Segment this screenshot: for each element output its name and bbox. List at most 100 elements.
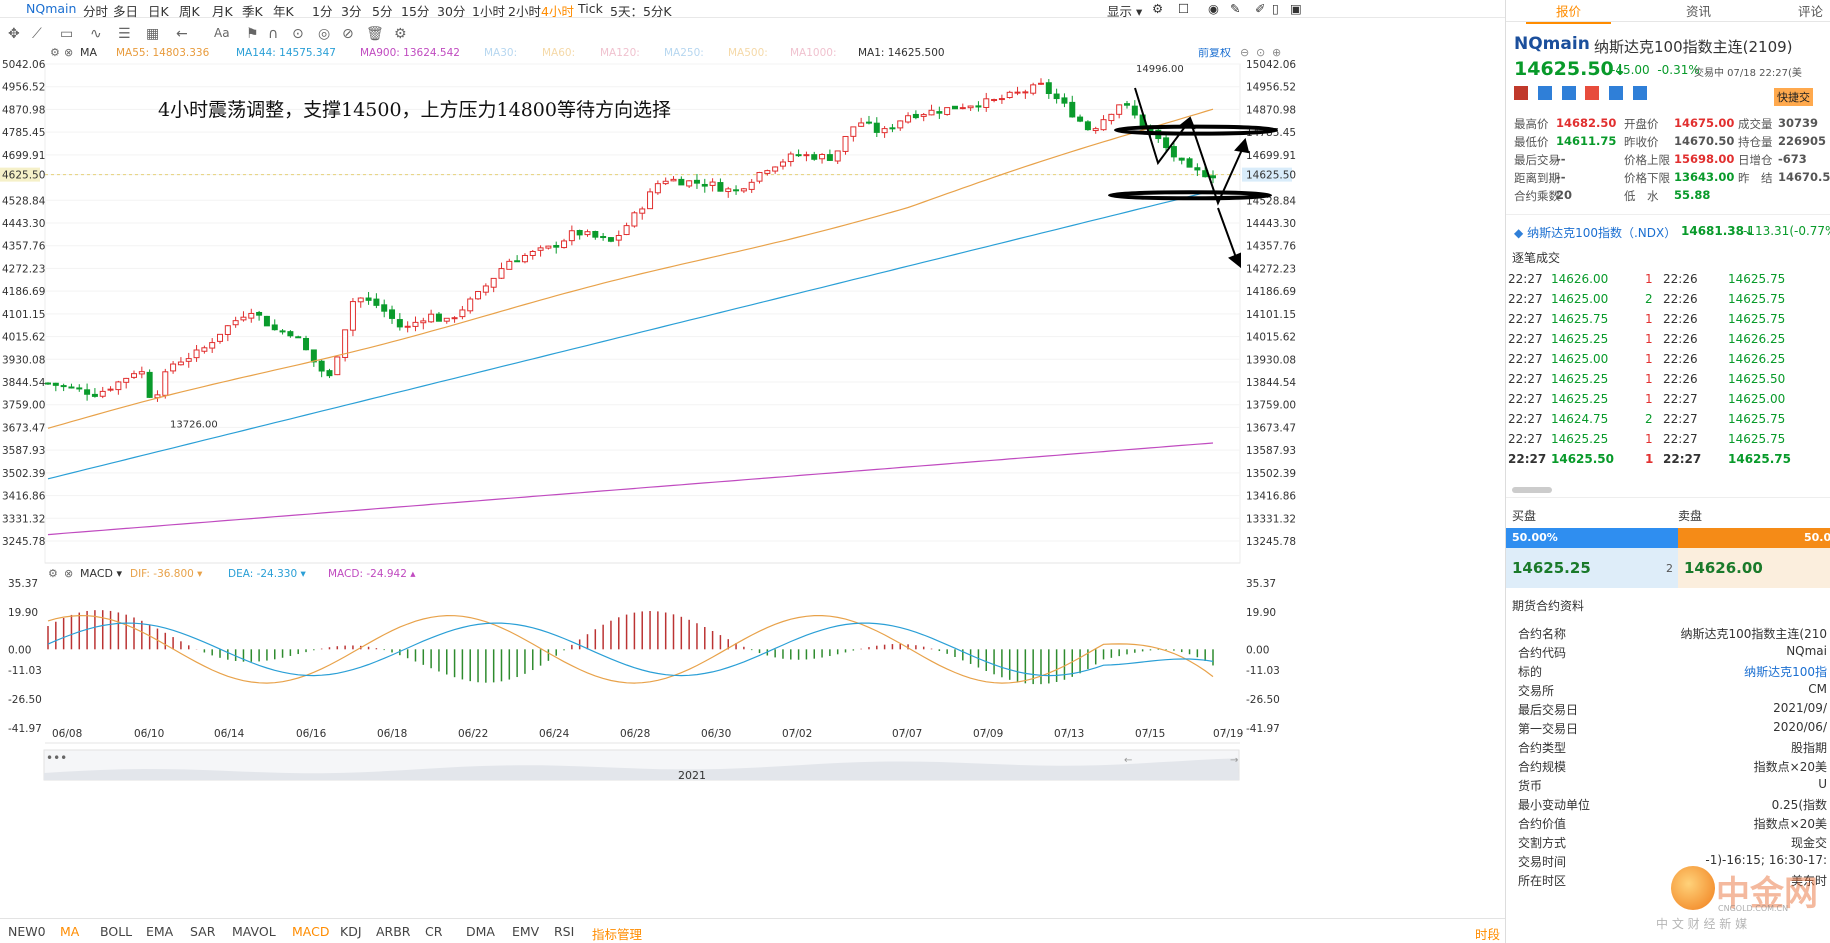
adjust-toggle[interactable]: 前复权 (1198, 45, 1231, 59)
tab-quote[interactable]: 报价 (1525, 1, 1612, 24)
period-tab[interactable]: 30分 (437, 4, 466, 19)
display-menu[interactable]: 显示 ▾ (1107, 4, 1143, 19)
rectangle-icon[interactable]: ▭ (60, 26, 74, 42)
ma-legend-item: MA30: (484, 48, 517, 59)
drawn-arrows[interactable] (1134, 87, 1250, 269)
hide-icon[interactable]: ⊘ (342, 26, 354, 42)
gann-icon[interactable]: ▦ (146, 26, 160, 42)
edit-icon[interactable]: ✎ (1230, 1, 1241, 16)
stat-value: 15698.00 (1674, 152, 1735, 166)
close-icon[interactable]: ⊗ (64, 46, 73, 59)
candle-body (506, 260, 513, 270)
period-tab[interactable]: 5天：5分K (610, 4, 672, 19)
chart-area[interactable]: ⚙ ⊗ MA MA55: 14803.336 MA144: 14575.347 MA900… (0, 45, 1505, 912)
indicator-tab[interactable]: MAVOL (232, 924, 276, 939)
crosshair-icon[interactable]: ✥ (8, 26, 20, 42)
period-tab[interactable]: 1小时 (472, 4, 505, 19)
favorite-icon[interactable] (1585, 86, 1600, 100)
bookmark-icon[interactable]: ▯ (1272, 1, 1279, 16)
indicator-tab[interactable]: ARBR (376, 924, 411, 939)
magnet-icon[interactable]: ∩ (268, 26, 279, 42)
tick-row: 22:27 14625.25 1 22:27 14625.75 (1506, 430, 1830, 450)
checkbox-icon[interactable]: ☐ (1178, 1, 1190, 16)
share-icon[interactable] (1609, 86, 1624, 100)
warning-icon[interactable] (1561, 86, 1576, 100)
text-icon[interactable]: Aa (214, 26, 230, 40)
panel-tabs: 报价 资讯 评论 (1506, 0, 1830, 24)
indicator-tab[interactable]: RSI (554, 924, 575, 939)
settings-icon[interactable]: ⚙ (1152, 1, 1164, 16)
resistance-ellipse[interactable] (1114, 124, 1278, 136)
candle-body (991, 99, 998, 102)
period-tab[interactable]: 月K (212, 4, 233, 19)
tab-news[interactable]: 资讯 (1686, 4, 1712, 19)
period-tab[interactable]: 季K (242, 4, 263, 19)
tick-scrollbar[interactable] (1512, 487, 1552, 493)
flag-icon[interactable]: ⚑ (246, 26, 259, 42)
period-tab[interactable]: 日K (148, 4, 169, 19)
candle-body (600, 236, 607, 239)
add-icon[interactable]: ⊕ (1272, 46, 1281, 59)
period-tab[interactable]: 2小时 (508, 4, 541, 19)
period-tab[interactable]: 年K (273, 4, 294, 19)
navigator-handle-left[interactable]: ••• (46, 751, 67, 765)
ma-legend-item: MA55: 14803.336 (116, 48, 210, 59)
candle-body (811, 154, 818, 160)
candle-body (1123, 103, 1130, 106)
indicator-tab[interactable]: EMV (512, 924, 540, 939)
candle-body (115, 381, 122, 391)
indicator-tab[interactable]: DMA (466, 924, 495, 939)
arrow-icon[interactable]: ← (176, 26, 188, 42)
kline-chart[interactable]: ⚙ ⊗ MA MA55: 14803.336 MA144: 14575.347 MA900… (0, 45, 1505, 912)
settings-icon[interactable]: ⚙ (48, 567, 58, 580)
session-button[interactable]: 时段 (1475, 927, 1501, 942)
ma-label[interactable]: MA (80, 46, 97, 59)
navigator-handle-right[interactable]: ← (1124, 755, 1132, 766)
period-tab[interactable]: 5分 (372, 4, 393, 19)
pen-icon[interactable]: ✐ (1255, 1, 1266, 16)
ndx-row[interactable]: ◆ 纳斯达克100指数（.NDX） (1514, 226, 1677, 240)
curve-icon[interactable]: ∿ (90, 26, 102, 42)
indicator-tab[interactable]: SAR (190, 924, 216, 939)
eye-icon[interactable]: ◎ (318, 26, 331, 42)
settings-icon[interactable]: ⚙ (50, 46, 60, 59)
indicator-tab[interactable]: KDJ (340, 924, 362, 939)
candle-body (662, 180, 669, 185)
collapse-icon[interactable]: ⊖ (1240, 46, 1249, 59)
maximize-icon[interactable]: ⊙ (1256, 46, 1265, 59)
quick-trade-button[interactable]: 快捷交 (1774, 88, 1813, 106)
price-tick-left: 4443.30 (2, 218, 45, 230)
camera-icon[interactable]: ◉ (1208, 1, 1219, 16)
indicator-tab[interactable]: MACD (292, 924, 330, 939)
period-tab[interactable]: 1分 (312, 4, 333, 19)
tick-time: 22:27 (1663, 412, 1698, 426)
indicator-tab[interactable]: NEW0 (8, 924, 46, 939)
period-tab[interactable]: Tick (578, 1, 603, 16)
bell-icon[interactable] (1537, 86, 1552, 100)
tab-comments[interactable]: 评论 (1798, 4, 1824, 19)
lock-icon[interactable]: ⊙ (292, 26, 304, 42)
trendline-icon[interactable]: ⟋ (32, 26, 42, 42)
info-value: 2020/06/ (1773, 720, 1827, 734)
panel-icon[interactable]: ▣ (1290, 1, 1302, 16)
period-tab[interactable]: 4小时 (541, 4, 574, 19)
indicator-tab[interactable]: BOLL (100, 924, 133, 939)
period-tab[interactable]: 分时 (83, 4, 109, 19)
symbol-selector[interactable]: NQmain (26, 1, 77, 16)
indicator-tab[interactable]: EMA (146, 924, 174, 939)
indicator-tab[interactable]: 指标管理 (592, 927, 643, 942)
indicator-tab[interactable]: MA (60, 924, 80, 939)
macd-label[interactable]: MACD ▾ (80, 567, 122, 580)
period-tab[interactable]: 15分 (401, 4, 430, 19)
delete-icon[interactable]: 🗑 (366, 26, 384, 42)
period-tab[interactable]: 3分 (341, 4, 362, 19)
close-icon[interactable]: ⊗ (64, 567, 73, 580)
support-ellipse[interactable] (1108, 190, 1272, 201)
fibonacci-icon[interactable]: ☰ (118, 26, 131, 42)
note-icon[interactable] (1633, 86, 1648, 100)
period-tab[interactable]: 周K (179, 4, 200, 19)
settings-icon[interactable]: ⚙ (394, 26, 407, 42)
navigator-arrow-right[interactable]: → (1230, 755, 1238, 766)
indicator-tab[interactable]: CR (425, 924, 443, 939)
period-tab[interactable]: 多日 (113, 4, 139, 19)
